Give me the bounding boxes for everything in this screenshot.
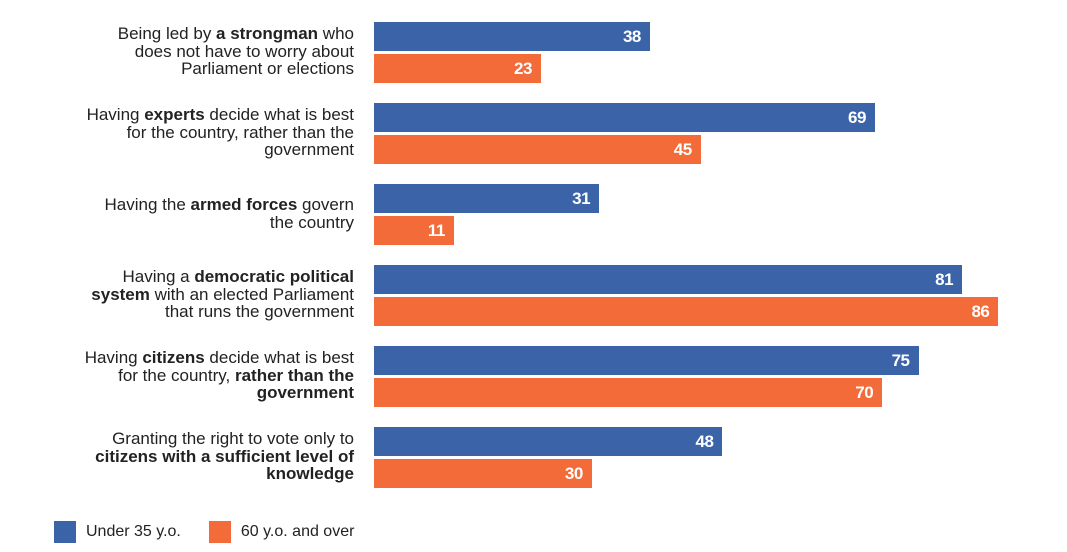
legend-label-60-and-over: 60 y.o. and over [240, 523, 355, 540]
bar-value-label: 48 [695, 432, 714, 451]
category-label-emphasis: a strongman [216, 24, 319, 44]
bar-value-label: 31 [572, 189, 591, 208]
bar-under-35: 75 [374, 346, 919, 375]
bar-value-label: 38 [622, 27, 641, 46]
bar-value-label: 30 [564, 464, 583, 483]
bar-60-and-over: 23 [374, 54, 541, 83]
legend-swatch-under-35 [54, 521, 76, 543]
category-label-emphasis: citizens with a sufficient level of [95, 446, 354, 466]
bar-value-label: 70 [855, 383, 874, 402]
category-label-text: decide what is best [204, 105, 354, 125]
category-label: Having experts decide what is best for th… [14, 106, 354, 159]
bar-value-label: 69 [848, 108, 866, 127]
bar-60-and-over: 70 [374, 378, 883, 407]
category-label: Having citizens decide what is best for t… [14, 349, 354, 402]
category-label-emphasis: system [91, 284, 150, 304]
category-label-emphasis: rather than the [234, 365, 354, 385]
category-label: Having a democratic political system with… [14, 268, 354, 321]
category-label-text: Being led by [117, 24, 217, 44]
category-label-text: that runs the government [164, 302, 354, 322]
category-label: Having the armed forces govern the countr… [14, 196, 354, 231]
bar-value-label: 23 [514, 59, 532, 78]
legend: Under 35 y.o. 60 y.o. and over [54, 521, 382, 543]
category-label-text: for the country, rather than the [126, 122, 354, 142]
category-label-emphasis: experts [144, 105, 205, 125]
bar-60-and-over: 86 [374, 297, 999, 326]
category-label-text: Parliament or elections [181, 59, 354, 79]
bar-value-label: 11 [427, 221, 445, 240]
bar-value-label: 45 [673, 140, 692, 159]
bar-60-and-over: 45 [374, 135, 701, 164]
category-label-text: government [264, 140, 354, 160]
category-label-text: Having a [122, 267, 195, 287]
category-label-text: Having [86, 105, 145, 125]
bar-under-35: 69 [374, 103, 875, 132]
category-label: Being led by a strongman who does not hav… [14, 25, 354, 78]
category-label-text: with an elected Parliament [149, 284, 354, 304]
bar-value-label: 81 [935, 270, 954, 289]
bar-60-and-over: 30 [374, 459, 592, 488]
category-label-emphasis: democratic political [194, 267, 354, 287]
bar-60-and-over: 11 [374, 216, 454, 245]
category-label-text: Having [84, 348, 143, 368]
bar-under-35: 38 [374, 22, 650, 51]
category-label-emphasis: citizens [142, 348, 205, 368]
category-label-text: for the country, [118, 365, 235, 385]
category-label: Granting the right to vote only to citize… [14, 430, 354, 483]
category-label-text: Having the [104, 195, 191, 214]
legend-item-under-35: Under 35 y.o. [54, 521, 181, 543]
category-label-text: govern [297, 195, 354, 214]
category-label-text: decide what is best [204, 348, 354, 368]
bar-under-35: 31 [374, 184, 600, 213]
legend-swatch-60-and-over [208, 521, 231, 543]
bar-under-35: 48 [374, 427, 723, 456]
category-label-emphasis: government [256, 383, 354, 403]
bar-value-label: 86 [971, 302, 990, 321]
category-label-text: does not have to worry about [134, 41, 354, 61]
legend-item-60-and-over: 60 y.o. and over [208, 521, 355, 543]
category-label-text: the country [269, 212, 354, 232]
bar-value-label: 75 [891, 351, 910, 370]
category-label-emphasis: knowledge [266, 464, 354, 484]
category-label-text: who [318, 24, 354, 44]
legend-label-under-35: Under 35 y.o. [86, 523, 181, 540]
bar-under-35: 81 [374, 265, 963, 294]
category-label-emphasis: armed forces [190, 195, 298, 214]
category-label-text: Granting the right to vote only to [112, 429, 354, 449]
